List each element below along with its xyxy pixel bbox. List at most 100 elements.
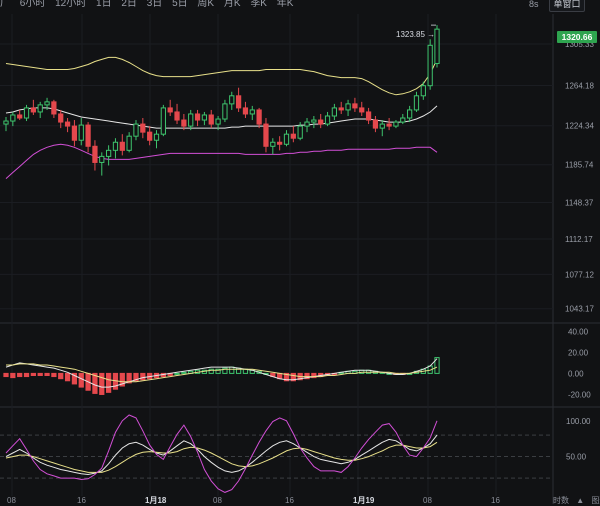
candle-body bbox=[413, 95, 420, 111]
chart-shape-toggle[interactable]: 图形 bbox=[591, 496, 600, 505]
candle-body bbox=[256, 109, 262, 125]
candle-body bbox=[290, 133, 296, 139]
candle-body bbox=[78, 124, 84, 141]
tab-month[interactable]: 月K bbox=[223, 0, 241, 9]
time-axis: 08 16 1月18 08 16 1月19 08 16 bbox=[7, 496, 500, 504]
candle-body bbox=[365, 111, 372, 121]
macd-bar bbox=[99, 372, 105, 395]
macd-bar bbox=[304, 372, 310, 380]
refresh-interval[interactable]: 8s bbox=[529, 0, 539, 9]
candle-body bbox=[119, 141, 125, 151]
candle-body bbox=[58, 113, 64, 123]
candle-body bbox=[51, 101, 57, 115]
macd-bar bbox=[78, 372, 84, 388]
price-axis-label: 1148.37 bbox=[565, 198, 594, 207]
candle-body bbox=[174, 111, 180, 121]
macd-bar bbox=[174, 372, 180, 375]
macd-bar bbox=[311, 372, 317, 379]
time-axis-label: 08 bbox=[213, 496, 222, 504]
price-axis-label: 1043.17 bbox=[565, 305, 594, 314]
macd-bar bbox=[17, 372, 23, 378]
candle-body bbox=[434, 28, 440, 64]
top-toolbar: 广 6小时 12小时 1日 2日 3日 5日 周K 月K 季K 年K 8s 单窗… bbox=[0, 0, 600, 14]
candle-body bbox=[318, 119, 324, 125]
tab-2d[interactable]: 2日 bbox=[121, 0, 137, 9]
ma-upper-line bbox=[5, 56, 438, 96]
candle-body bbox=[92, 145, 98, 163]
tab-week[interactable]: 周K bbox=[197, 0, 215, 9]
arrow-up-icon[interactable]: ▲ bbox=[576, 496, 585, 505]
candle-body bbox=[263, 123, 269, 147]
candle-body bbox=[222, 103, 228, 120]
candle-body bbox=[85, 124, 91, 147]
candle-body bbox=[64, 121, 71, 127]
time-number-toggle[interactable]: 时数 bbox=[553, 496, 569, 505]
single-window-button[interactable]: 单窗口 bbox=[549, 0, 585, 12]
candle-body bbox=[372, 119, 379, 129]
candle-body bbox=[345, 103, 351, 111]
tab-6h[interactable]: 6小时 bbox=[19, 0, 46, 9]
macd-bar bbox=[181, 371, 187, 374]
macd-axis-label: -20.00 bbox=[568, 390, 591, 399]
macd-bar bbox=[126, 372, 132, 384]
candle-body bbox=[181, 119, 187, 127]
candle-body bbox=[338, 107, 344, 111]
candle-body bbox=[242, 107, 249, 115]
macd-axis-label: 0.00 bbox=[568, 369, 584, 378]
ma-lower-line bbox=[5, 143, 438, 179]
grid-lines bbox=[0, 14, 600, 504]
macd-dif-line bbox=[5, 358, 438, 388]
macd-bar bbox=[105, 372, 112, 393]
candle-body bbox=[153, 133, 160, 141]
time-axis-label: 16 bbox=[285, 496, 294, 504]
candle-body bbox=[277, 141, 283, 145]
kdj-axis-label: 50.00 bbox=[566, 453, 587, 462]
macd-bar bbox=[23, 372, 30, 378]
tab-3d[interactable]: 3日 bbox=[146, 0, 163, 9]
candle-body bbox=[407, 109, 413, 119]
price-axis-label: 1077.12 bbox=[565, 270, 594, 279]
macd-bar bbox=[64, 372, 71, 382]
tab-12h[interactable]: 12小时 bbox=[55, 0, 87, 9]
macd-bar bbox=[434, 357, 440, 374]
time-axis-label: 16 bbox=[491, 496, 500, 504]
candle-body bbox=[229, 95, 235, 105]
candle-body bbox=[208, 114, 214, 125]
candle-body bbox=[44, 101, 50, 106]
tab-year[interactable]: 年K bbox=[276, 0, 294, 9]
tab-1d[interactable]: 1日 bbox=[96, 0, 112, 9]
candle-body bbox=[37, 104, 43, 113]
period-tabs: 广 6小时 12小时 1日 2日 3日 5日 周K 月K 季K 年K bbox=[0, 0, 300, 9]
kdj-k-line bbox=[5, 434, 438, 476]
candle-body bbox=[10, 114, 16, 122]
macd-bar bbox=[30, 372, 36, 377]
macd-bar bbox=[119, 372, 125, 387]
candle-body bbox=[352, 103, 358, 109]
candle-body bbox=[201, 114, 208, 121]
candle-body bbox=[359, 107, 365, 113]
candle-body bbox=[105, 149, 112, 157]
macd-bar bbox=[71, 372, 78, 385]
bottom-right-controls: 时数 ▲ 图形 bbox=[553, 495, 600, 506]
candlesticks bbox=[3, 24, 440, 176]
kdj-axis-label: 100.00 bbox=[566, 417, 591, 426]
candle-body bbox=[133, 123, 139, 137]
tab-partial[interactable]: 广 bbox=[0, 0, 10, 9]
candle-body bbox=[379, 123, 385, 129]
kdj-panel bbox=[5, 414, 438, 493]
tab-5d[interactable]: 5日 bbox=[172, 0, 188, 9]
tab-quarter[interactable]: 季K bbox=[250, 0, 267, 9]
candle-body bbox=[311, 119, 317, 123]
macd-bar bbox=[290, 372, 296, 382]
candle-body bbox=[160, 107, 166, 135]
current-price-tag: 1320.66 bbox=[557, 31, 597, 43]
macd-bar bbox=[51, 372, 57, 378]
macd-bar bbox=[208, 368, 214, 374]
macd-bar bbox=[10, 372, 16, 379]
candle-body bbox=[99, 155, 105, 163]
macd-bar bbox=[58, 372, 64, 380]
price-axis-label: 1112.17 bbox=[565, 235, 593, 244]
candle-body bbox=[194, 113, 201, 121]
time-axis-label: 1月18 bbox=[145, 496, 167, 504]
